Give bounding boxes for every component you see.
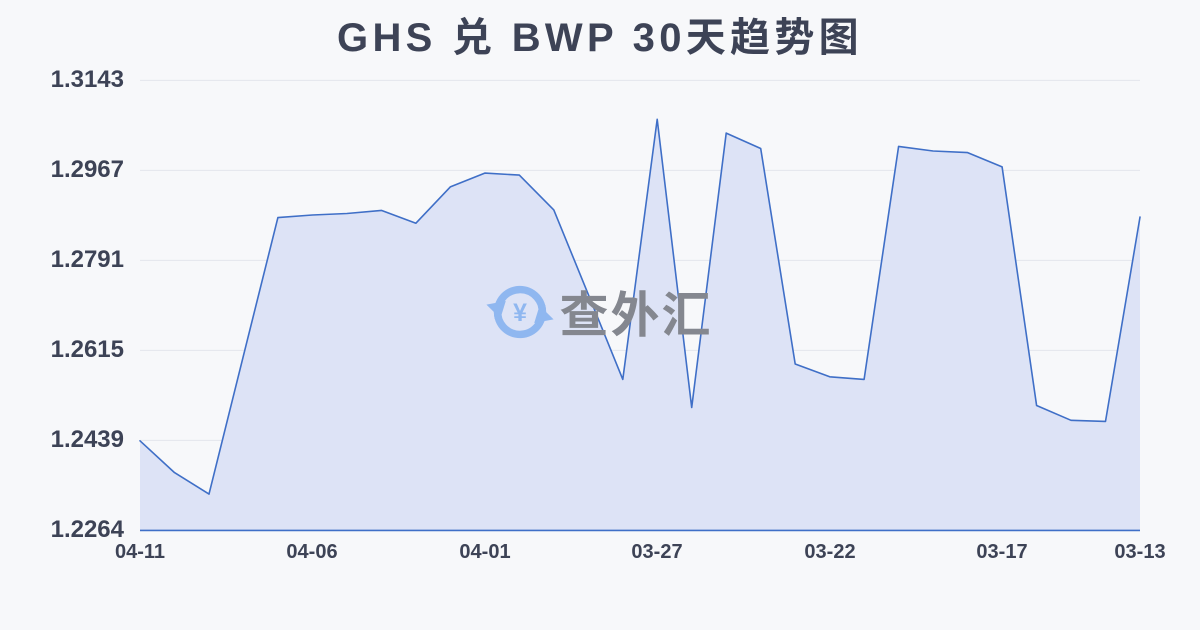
svg-text:¥: ¥ bbox=[513, 299, 527, 327]
svg-text:查外汇: 查外汇 bbox=[559, 289, 712, 343]
